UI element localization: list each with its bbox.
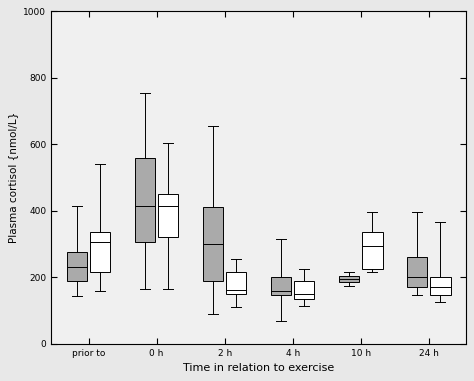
Y-axis label: Plasma cortisol {nmol/L}: Plasma cortisol {nmol/L} xyxy=(8,112,18,243)
PathPatch shape xyxy=(90,232,110,272)
PathPatch shape xyxy=(67,252,87,281)
PathPatch shape xyxy=(271,277,292,295)
PathPatch shape xyxy=(362,232,383,269)
PathPatch shape xyxy=(226,272,246,294)
PathPatch shape xyxy=(430,277,451,295)
PathPatch shape xyxy=(339,275,359,282)
PathPatch shape xyxy=(294,281,314,299)
PathPatch shape xyxy=(135,158,155,242)
PathPatch shape xyxy=(158,194,178,237)
X-axis label: Time in relation to exercise: Time in relation to exercise xyxy=(183,363,334,373)
PathPatch shape xyxy=(407,257,428,287)
PathPatch shape xyxy=(203,208,223,281)
